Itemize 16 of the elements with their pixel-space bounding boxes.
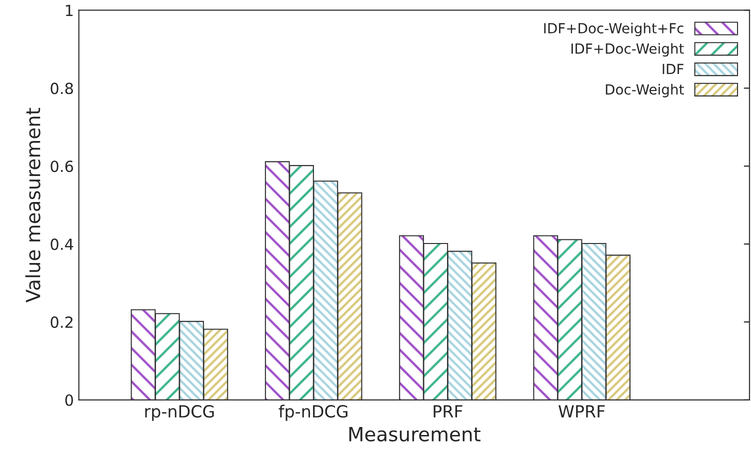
legend-label: IDF+Doc-Weight: [571, 43, 684, 57]
legend-label: IDF+Doc-Weight+Fc: [544, 22, 684, 36]
y-axis-title: Value measurement: [25, 108, 40, 303]
legend-label: Doc-Weight: [606, 84, 684, 98]
x-tick-label: PRF: [434, 405, 462, 418]
y-tick-label: 0.8: [50, 82, 73, 94]
x-axis-title: Measurement: [349, 427, 480, 442]
y-tick-label: 1: [66, 4, 73, 16]
y-tick-label: 0.4: [50, 238, 74, 250]
x-tick-label: WPRF: [558, 405, 605, 418]
y-tick-label: 0.6: [50, 160, 74, 172]
y-tick-label: 0: [65, 394, 73, 406]
y-tick-label: 0.2: [50, 316, 72, 328]
x-tick-label: fp-nDCG: [278, 404, 348, 421]
legend-label: IDF: [662, 64, 684, 74]
x-tick-label: rp-nDCG: [145, 405, 214, 421]
